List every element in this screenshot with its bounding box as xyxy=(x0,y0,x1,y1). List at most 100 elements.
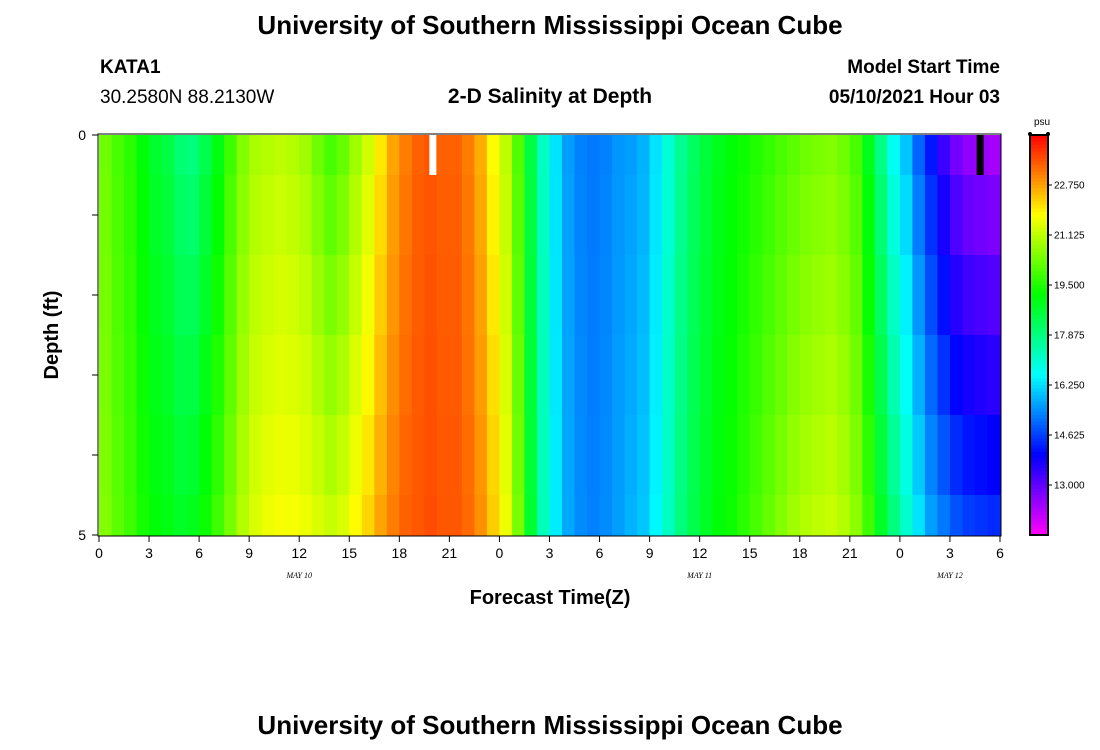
heatmap-cell xyxy=(224,495,238,536)
heatmap-cell xyxy=(749,415,763,496)
heatmap-cell xyxy=(536,415,551,496)
heatmap-cell xyxy=(524,415,538,496)
heatmap-cell xyxy=(574,415,588,496)
heatmap-cell xyxy=(937,495,951,536)
heatmap-cell xyxy=(311,415,325,496)
page-title-bottom: University of Southern Mississippi Ocean… xyxy=(257,710,843,740)
heatmap-cell xyxy=(249,335,263,416)
heatmap-cell xyxy=(274,335,288,416)
heatmap-cell xyxy=(261,255,275,336)
heatmap-cell xyxy=(662,415,676,496)
heatmap-cell xyxy=(687,135,701,176)
heatmap-cell xyxy=(486,495,501,536)
colorbar-band xyxy=(1030,141,1048,146)
heatmap-cell xyxy=(974,175,989,256)
heatmap-cell xyxy=(174,255,188,336)
colorbar-band xyxy=(1030,198,1048,203)
heatmap-cell xyxy=(136,255,150,336)
colorbar-band xyxy=(1030,501,1048,506)
heatmap-cell xyxy=(211,175,225,256)
heatmap-cell xyxy=(599,415,613,496)
heatmap-cell xyxy=(662,175,676,256)
heatmap-cell xyxy=(411,335,425,416)
heatmap-cell xyxy=(174,495,188,536)
heatmap-cell xyxy=(587,255,601,336)
heatmap-cell xyxy=(862,175,876,256)
heatmap-cell xyxy=(837,415,851,496)
heatmap-cell xyxy=(374,175,388,256)
colorbar-band xyxy=(1030,398,1048,403)
heatmap-cell xyxy=(136,495,150,536)
heatmap-cell xyxy=(874,335,888,416)
heatmap-cell xyxy=(762,175,776,256)
heatmap-cell xyxy=(949,175,964,256)
heatmap-cell xyxy=(161,335,175,416)
heatmap-cell xyxy=(699,495,713,536)
heatmap-cell xyxy=(799,135,813,176)
heatmap-cell xyxy=(637,495,651,536)
heatmap-cell xyxy=(774,415,788,496)
heatmap-cell xyxy=(249,495,263,536)
colorbar-band xyxy=(1030,435,1048,439)
heatmap-cell xyxy=(511,335,526,416)
colorbar-band xyxy=(1030,338,1048,343)
heatmap-cell xyxy=(849,335,863,416)
x-tick-label: 0 xyxy=(496,545,504,561)
heatmap-cell xyxy=(224,415,238,496)
heatmap-cell xyxy=(261,415,275,496)
heatmap-cell xyxy=(449,255,463,336)
heatmap-cell xyxy=(186,335,200,416)
heatmap-cell xyxy=(286,135,300,176)
heatmap-cell xyxy=(624,135,638,176)
heatmap-cell xyxy=(374,335,388,416)
heatmap-cell xyxy=(799,175,813,256)
heatmap-cell xyxy=(411,495,425,536)
heatmap-cell xyxy=(699,255,713,336)
heatmap-cell xyxy=(461,495,476,536)
heatmap-cell xyxy=(299,175,313,256)
heatmap-cell xyxy=(562,495,576,536)
heatmap-cell xyxy=(399,495,413,536)
colorbar-band xyxy=(1030,371,1048,376)
x-tick-label: 9 xyxy=(245,545,253,561)
heatmap-cell xyxy=(136,335,150,416)
heatmap-cell xyxy=(887,415,901,496)
heatmap-cell xyxy=(111,415,125,496)
heatmap-cell xyxy=(824,175,838,256)
heatmap-cell xyxy=(824,255,838,336)
colorbar-band xyxy=(1030,135,1048,139)
heatmap-cell xyxy=(224,255,238,336)
heatmap-cell xyxy=(186,175,200,256)
colorbar-band xyxy=(1030,408,1048,413)
heatmap-cell xyxy=(99,495,113,536)
heatmap-cell xyxy=(612,135,626,176)
heatmap-cell xyxy=(211,255,225,336)
heatmap-cell xyxy=(474,175,488,256)
heatmap-cell xyxy=(311,255,325,336)
colorbar-unit: psu xyxy=(1034,117,1050,128)
colorbar-band xyxy=(1030,455,1048,459)
heatmap-cell xyxy=(574,335,588,416)
heatmap-cell xyxy=(111,255,125,336)
heatmap-cell xyxy=(349,255,363,336)
colorbar-band xyxy=(1030,481,1048,486)
heatmap-cell xyxy=(674,135,688,176)
heatmap-cell xyxy=(749,175,763,256)
x-tick-label: 6 xyxy=(996,545,1004,561)
heatmap-cell xyxy=(324,175,338,256)
heatmap-cell xyxy=(299,415,313,496)
heatmap-cell xyxy=(436,335,450,416)
colorbar-band xyxy=(1030,288,1048,293)
heatmap-cell xyxy=(699,335,713,416)
heatmap-cell xyxy=(937,335,951,416)
heatmap-cell xyxy=(862,415,876,496)
colorbar: 22.750 21.125 19.500 17.875 16.250 14.625 13.0… xyxy=(1028,132,1085,536)
colorbar-band xyxy=(1030,291,1048,296)
colorbar-band xyxy=(1030,265,1048,269)
colorbar-band xyxy=(1030,268,1048,273)
heatmap-cell xyxy=(762,135,776,176)
heatmap-cell xyxy=(949,255,964,336)
colorbar-band xyxy=(1030,151,1048,156)
heatmap-cell xyxy=(511,135,526,176)
heatmap-cell xyxy=(236,415,250,496)
